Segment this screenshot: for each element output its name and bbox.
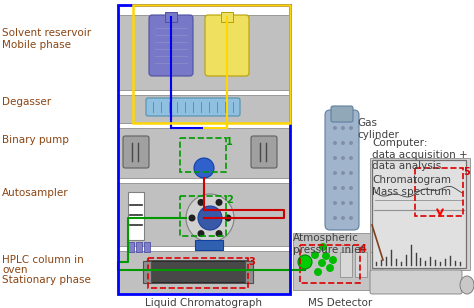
Text: HPLC column in: HPLC column in xyxy=(2,255,84,265)
Circle shape xyxy=(341,141,345,145)
Circle shape xyxy=(298,255,312,269)
Circle shape xyxy=(333,171,337,175)
Circle shape xyxy=(326,264,334,272)
FancyBboxPatch shape xyxy=(123,136,149,168)
Circle shape xyxy=(341,126,345,130)
Text: Mobile phase: Mobile phase xyxy=(2,40,71,50)
Bar xyxy=(293,233,388,290)
Bar xyxy=(195,240,223,250)
Text: 2: 2 xyxy=(226,195,233,205)
Bar xyxy=(340,252,352,277)
Text: Atmospheric
pressure inlet: Atmospheric pressure inlet xyxy=(293,233,365,255)
Circle shape xyxy=(341,171,345,175)
FancyBboxPatch shape xyxy=(325,110,359,230)
Circle shape xyxy=(349,186,353,190)
Circle shape xyxy=(329,256,337,264)
Bar xyxy=(180,196,226,236)
Bar xyxy=(415,168,463,216)
Circle shape xyxy=(349,201,353,205)
Text: Degasser: Degasser xyxy=(2,97,51,107)
Text: Binary pump: Binary pump xyxy=(2,135,69,145)
Circle shape xyxy=(341,186,345,190)
Circle shape xyxy=(198,199,204,206)
Circle shape xyxy=(189,214,195,221)
Text: Solvent reservoir: Solvent reservoir xyxy=(2,28,91,38)
Circle shape xyxy=(314,268,322,276)
Text: 5: 5 xyxy=(463,167,470,177)
Circle shape xyxy=(198,230,204,237)
FancyBboxPatch shape xyxy=(146,98,240,116)
Circle shape xyxy=(333,186,337,190)
Bar xyxy=(128,242,134,252)
Bar xyxy=(118,128,290,178)
Circle shape xyxy=(333,216,337,220)
Bar xyxy=(143,261,151,283)
Text: MS Detector: MS Detector xyxy=(308,298,372,308)
Text: Computer:
data acquisition +
data analysis: Computer: data acquisition + data analys… xyxy=(372,138,468,171)
Circle shape xyxy=(216,230,222,237)
Bar xyxy=(118,15,290,90)
Circle shape xyxy=(186,194,234,242)
Bar xyxy=(118,183,290,246)
Bar xyxy=(144,242,150,252)
Circle shape xyxy=(333,156,337,160)
Circle shape xyxy=(194,158,214,178)
Text: 3: 3 xyxy=(248,257,255,267)
Bar xyxy=(245,261,253,283)
Circle shape xyxy=(349,216,353,220)
Text: Autosampler: Autosampler xyxy=(2,188,69,198)
Circle shape xyxy=(319,243,327,251)
Bar xyxy=(118,5,290,294)
Bar xyxy=(180,138,226,172)
Bar xyxy=(118,95,290,123)
Text: oven: oven xyxy=(2,265,27,275)
Circle shape xyxy=(333,201,337,205)
Text: 4: 4 xyxy=(360,244,367,254)
Circle shape xyxy=(349,126,353,130)
Circle shape xyxy=(341,156,345,160)
Ellipse shape xyxy=(460,276,474,294)
Bar xyxy=(148,258,248,288)
Text: Gas
cylinder: Gas cylinder xyxy=(357,118,399,140)
Circle shape xyxy=(349,141,353,145)
Bar xyxy=(355,252,367,277)
Bar xyxy=(165,12,177,22)
Text: 1: 1 xyxy=(226,137,233,147)
FancyBboxPatch shape xyxy=(205,15,249,76)
Bar xyxy=(136,242,142,252)
Circle shape xyxy=(318,259,326,267)
Bar xyxy=(128,192,144,240)
Circle shape xyxy=(341,216,345,220)
Circle shape xyxy=(311,251,319,259)
Circle shape xyxy=(322,252,330,260)
FancyBboxPatch shape xyxy=(146,261,250,283)
Circle shape xyxy=(333,126,337,130)
Bar xyxy=(370,252,382,277)
Circle shape xyxy=(198,206,222,230)
Circle shape xyxy=(341,201,345,205)
Text: Liquid Chromatograph: Liquid Chromatograph xyxy=(146,298,263,308)
Bar xyxy=(370,158,470,270)
Circle shape xyxy=(216,199,222,206)
FancyBboxPatch shape xyxy=(370,270,462,294)
Bar xyxy=(300,245,360,283)
FancyBboxPatch shape xyxy=(251,136,277,168)
Circle shape xyxy=(225,214,231,221)
Circle shape xyxy=(333,141,337,145)
Bar xyxy=(372,160,466,268)
Text: Stationary phase: Stationary phase xyxy=(2,275,91,285)
Bar xyxy=(118,251,290,294)
FancyBboxPatch shape xyxy=(331,106,353,122)
Circle shape xyxy=(349,156,353,160)
Circle shape xyxy=(349,171,353,175)
Bar xyxy=(221,12,233,22)
FancyBboxPatch shape xyxy=(149,15,193,76)
Text: Chromatogram
Mass spectrum: Chromatogram Mass spectrum xyxy=(372,175,451,197)
Bar xyxy=(133,5,290,123)
